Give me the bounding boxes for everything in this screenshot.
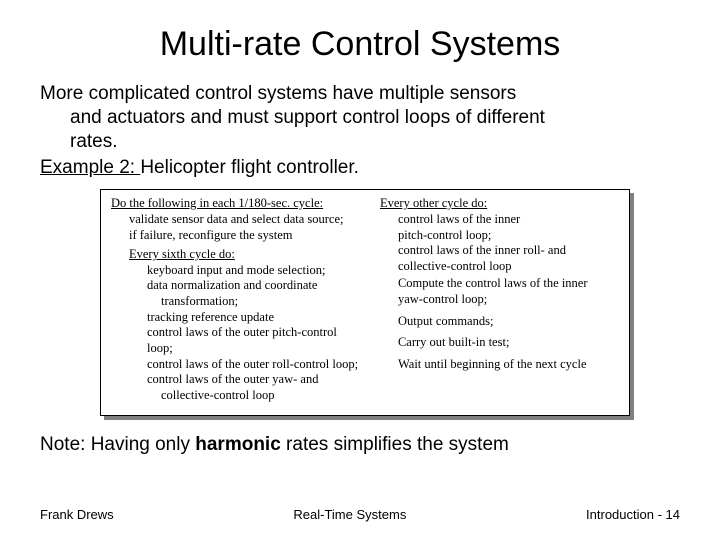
- example-line: Example 2: Helicopter flight controller.: [40, 157, 680, 179]
- right-column: Every other cycle do: control laws of th…: [380, 196, 619, 407]
- left-body-2c: transformation;: [147, 294, 362, 310]
- right-head-1: Every other cycle do:: [380, 196, 619, 212]
- footer-center: Real-Time Systems: [293, 507, 406, 522]
- left-body-1b: if failure, reconfigure the system: [129, 228, 362, 244]
- intro-line-3: rates.: [40, 130, 680, 154]
- right-body-1: control laws of the inner pitch-control …: [380, 212, 619, 275]
- left-body-2e: control laws of the outer pitch-control …: [147, 325, 362, 356]
- slide-title: Multi-rate Control Systems: [40, 25, 680, 64]
- left-body-1a: validate sensor data and select data sou…: [129, 212, 362, 228]
- left-body-2f: control laws of the outer roll-control l…: [147, 357, 362, 373]
- left-body-2b: data normalization and coordinate: [147, 278, 362, 294]
- footer-left: Frank Drews: [40, 507, 114, 522]
- left-body-2d: tracking reference update: [147, 310, 362, 326]
- left-head-2: Every sixth cycle do:: [111, 247, 362, 263]
- intro-line-1: More complicated control systems have mu…: [40, 83, 516, 104]
- right-item-4: Carry out built-in test;: [380, 335, 619, 351]
- note-bold: harmonic: [195, 434, 281, 455]
- right-item-2a: Compute the control laws of the inner: [398, 276, 619, 292]
- right-item-5: Wait until beginning of the next cycle: [380, 357, 619, 373]
- example-text: Helicopter flight controller.: [140, 157, 359, 178]
- left-body-2: keyboard input and mode selection; data …: [111, 263, 362, 404]
- left-body-2g: control laws of the outer yaw- and: [147, 372, 362, 388]
- left-column: Do the following in each 1/180-sec. cycl…: [111, 196, 362, 407]
- note-prefix: Note: Having only: [40, 434, 195, 455]
- right-item-2b: yaw-control loop;: [398, 292, 619, 308]
- intro-line-2: and actuators and must support control l…: [40, 106, 680, 130]
- left-head-1: Do the following in each 1/180-sec. cycl…: [111, 196, 362, 212]
- right-item-3: Output commands;: [380, 314, 619, 330]
- right-body-1b: pitch-control loop;: [398, 228, 619, 244]
- footer: Frank Drews Real-Time Systems Introducti…: [40, 507, 680, 522]
- note-suffix: rates simplifies the system: [281, 434, 509, 455]
- right-item-2: Compute the control laws of the inner ya…: [380, 276, 619, 307]
- example-label: Example 2:: [40, 157, 140, 178]
- left-body-2h: collective-control loop: [147, 388, 362, 404]
- footer-right: Introduction - 14: [586, 507, 680, 522]
- code-box-wrapper: Do the following in each 1/180-sec. cycl…: [100, 189, 630, 416]
- left-body-2a: keyboard input and mode selection;: [147, 263, 362, 279]
- code-box: Do the following in each 1/180-sec. cycl…: [100, 189, 630, 416]
- right-body-1a: control laws of the inner: [398, 212, 619, 228]
- right-body-1d: collective-control loop: [398, 259, 619, 275]
- left-body-1: validate sensor data and select data sou…: [111, 212, 362, 243]
- intro-text: More complicated control systems have mu…: [40, 82, 680, 153]
- right-body-1c: control laws of the inner roll- and: [398, 243, 619, 259]
- note-line: Note: Having only harmonic rates simplif…: [40, 434, 680, 456]
